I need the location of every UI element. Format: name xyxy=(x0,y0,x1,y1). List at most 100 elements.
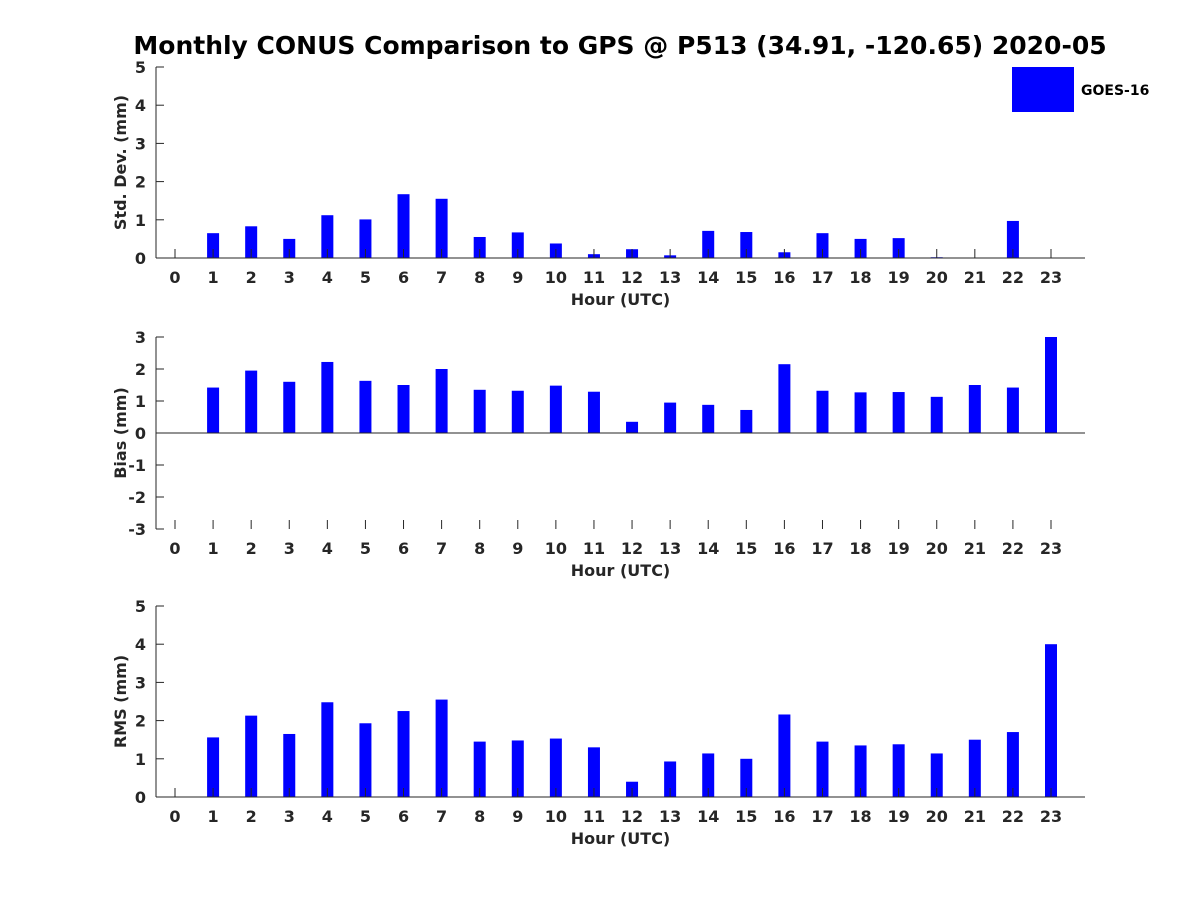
bar-bias-hour-22 xyxy=(1006,387,1019,433)
x-tick-label-stddev-15: 15 xyxy=(735,268,757,287)
bar-stddev-hour-3 xyxy=(283,238,296,258)
x-tick-label-rms-5: 5 xyxy=(360,807,371,826)
y-tick-label-bias-0: 0 xyxy=(135,424,146,443)
legend-swatch xyxy=(1012,67,1074,112)
bar-rms-hour-4 xyxy=(321,702,334,797)
legend: GOES-16 xyxy=(1012,67,1149,112)
bar-stddev-hour-19 xyxy=(892,238,905,258)
bar-rms-hour-14 xyxy=(702,753,715,797)
x-tick-label-bias-16: 16 xyxy=(773,539,795,558)
bar-stddev-hour-17 xyxy=(816,233,829,258)
x-tick-label-rms-22: 22 xyxy=(1002,807,1024,826)
x-tick-label-stddev-14: 14 xyxy=(697,268,719,287)
x-tick-label-rms-23: 23 xyxy=(1040,807,1062,826)
bar-bias-hour-17 xyxy=(816,390,829,433)
x-tick-label-rms-4: 4 xyxy=(322,807,333,826)
bar-stddev-hour-1 xyxy=(207,233,220,258)
bar-bias-hour-6 xyxy=(397,385,410,433)
y-tick-label-stddev-4: 4 xyxy=(135,96,146,115)
bar-stddev-hour-8 xyxy=(473,236,486,258)
x-tick-label-stddev-23: 23 xyxy=(1040,268,1062,287)
bar-rms-hour-17 xyxy=(816,741,829,797)
bar-bias-hour-19 xyxy=(892,392,905,433)
x-tick-label-stddev-4: 4 xyxy=(322,268,333,287)
bar-rms-hour-1 xyxy=(207,737,220,797)
x-tick-label-stddev-19: 19 xyxy=(888,268,910,287)
x-tick-label-rms-6: 6 xyxy=(398,807,409,826)
x-tick-label-stddev-9: 9 xyxy=(512,268,523,287)
x-tick-label-stddev-17: 17 xyxy=(811,268,833,287)
x-tick-label-rms-20: 20 xyxy=(926,807,948,826)
x-tick-label-stddev-11: 11 xyxy=(583,268,605,287)
x-tick-label-rms-13: 13 xyxy=(659,807,681,826)
y-tick-label-rms-2: 2 xyxy=(135,712,146,731)
x-tick-label-bias-12: 12 xyxy=(621,539,643,558)
x-tick-label-rms-21: 21 xyxy=(964,807,986,826)
x-tick-label-bias-21: 21 xyxy=(964,539,986,558)
y-tick-label-bias--2: -2 xyxy=(128,488,146,507)
chart-title: Monthly CONUS Comparison to GPS @ P513 (… xyxy=(133,31,1106,60)
bar-rms-hour-5 xyxy=(359,723,372,797)
y-tick-label-stddev-5: 5 xyxy=(135,58,146,77)
bar-bias-hour-5 xyxy=(359,380,372,433)
legend-label: GOES-16 xyxy=(1081,83,1149,99)
x-tick-label-stddev-7: 7 xyxy=(436,268,447,287)
x-tick-label-bias-13: 13 xyxy=(659,539,681,558)
x-tick-label-rms-2: 2 xyxy=(246,807,257,826)
x-tick-label-bias-5: 5 xyxy=(360,539,371,558)
y-tick-label-bias--3: -3 xyxy=(128,520,146,539)
x-tick-label-rms-18: 18 xyxy=(849,807,871,826)
bar-bias-hour-1 xyxy=(207,387,220,433)
y-tick-label-rms-1: 1 xyxy=(135,750,146,769)
bar-stddev-hour-5 xyxy=(359,219,372,258)
x-tick-label-rms-0: 0 xyxy=(169,807,180,826)
x-tick-label-stddev-20: 20 xyxy=(926,268,948,287)
bar-bias-hour-16 xyxy=(778,364,791,433)
y-tick-label-rms-5: 5 xyxy=(135,597,146,616)
x-axis-label-stddev: Hour (UTC) xyxy=(571,290,671,309)
x-tick-label-rms-8: 8 xyxy=(474,807,485,826)
x-tick-label-bias-10: 10 xyxy=(545,539,567,558)
y-axis-label-stddev: Std. Dev. (mm) xyxy=(111,95,130,230)
x-tick-label-bias-22: 22 xyxy=(1002,539,1024,558)
bar-rms-hour-23 xyxy=(1045,644,1057,797)
y-tick-label-stddev-1: 1 xyxy=(135,211,146,230)
x-tick-label-stddev-16: 16 xyxy=(773,268,795,287)
x-tick-label-stddev-3: 3 xyxy=(284,268,295,287)
x-tick-label-bias-8: 8 xyxy=(474,539,485,558)
bar-bias-hour-9 xyxy=(511,390,524,433)
bar-stddev-hour-9 xyxy=(511,232,524,258)
bar-bias-hour-15 xyxy=(740,409,753,433)
x-tick-label-bias-15: 15 xyxy=(735,539,757,558)
y-tick-label-rms-4: 4 xyxy=(135,635,146,654)
x-tick-label-rms-15: 15 xyxy=(735,807,757,826)
x-tick-label-stddev-12: 12 xyxy=(621,268,643,287)
bar-stddev-hour-22 xyxy=(1006,220,1019,258)
bar-rms-hour-21 xyxy=(968,739,981,797)
bar-rms-hour-22 xyxy=(1006,732,1019,797)
x-tick-label-rms-1: 1 xyxy=(208,807,219,826)
bar-rms-hour-3 xyxy=(283,733,296,797)
bar-bias-hour-18 xyxy=(854,392,867,433)
x-axis-label-bias: Hour (UTC) xyxy=(571,561,671,580)
bar-rms-hour-18 xyxy=(854,745,867,797)
x-axis-label-rms: Hour (UTC) xyxy=(571,829,671,848)
bar-stddev-hour-15 xyxy=(740,232,753,258)
bar-stddev-hour-4 xyxy=(321,215,334,258)
x-tick-label-rms-11: 11 xyxy=(583,807,605,826)
y-tick-label-stddev-3: 3 xyxy=(135,134,146,153)
x-tick-label-rms-17: 17 xyxy=(811,807,833,826)
bar-rms-hour-15 xyxy=(740,758,753,797)
y-tick-label-stddev-2: 2 xyxy=(135,173,146,192)
bar-bias-hour-23 xyxy=(1045,337,1057,433)
y-tick-label-bias-3: 3 xyxy=(135,328,146,347)
x-tick-label-stddev-21: 21 xyxy=(964,268,986,287)
bar-stddev-hour-6 xyxy=(397,194,410,258)
bar-stddev-hour-7 xyxy=(435,198,448,258)
x-tick-label-bias-19: 19 xyxy=(888,539,910,558)
x-tick-label-stddev-6: 6 xyxy=(398,268,409,287)
